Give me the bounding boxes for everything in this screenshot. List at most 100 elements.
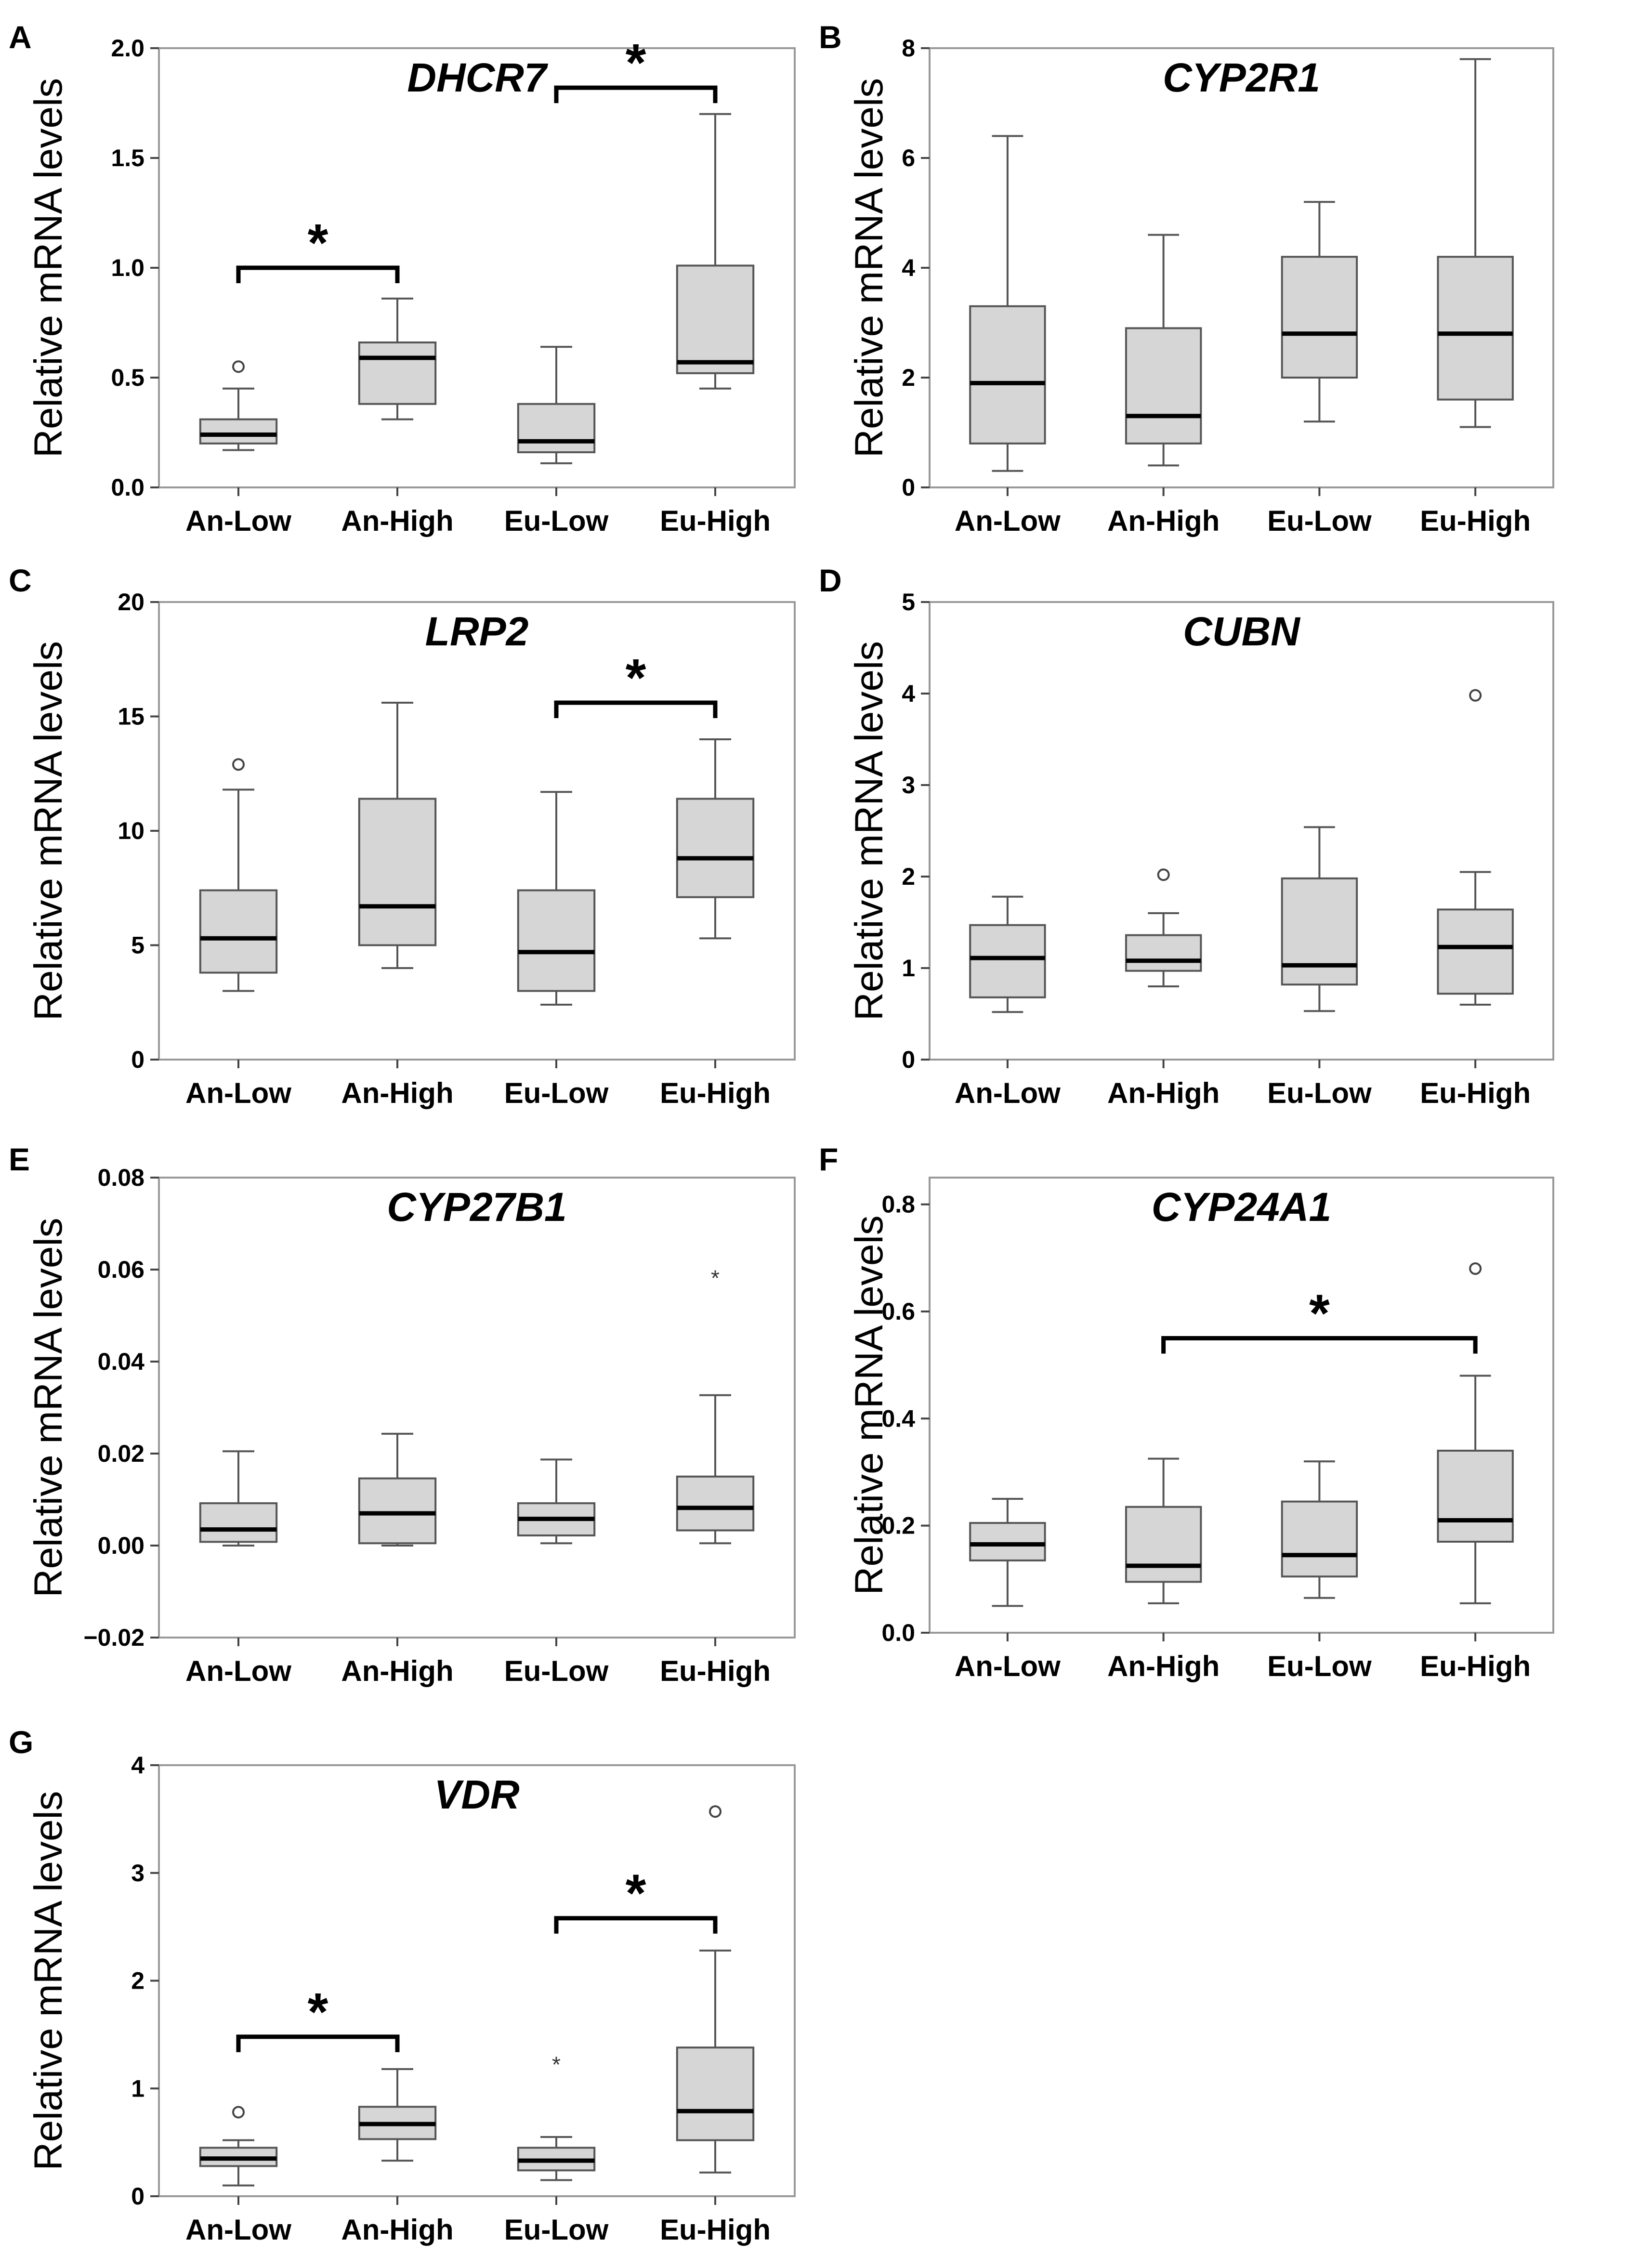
x-tick-label: Eu-High [660,2214,771,2246]
iqr-box [676,2046,755,2141]
y-axis-label: Relative mRNA levels [847,641,891,1021]
significance-star: * [626,33,646,92]
panel-letter: A [9,19,32,55]
plot-frame [929,1177,1554,1634]
x-tick-label: Eu-Low [504,2214,609,2246]
outlier-point [1469,689,1482,702]
y-axis-label: Relative mRNA levels [26,78,70,458]
iqr-box [676,1475,755,1532]
iqr-box [1281,256,1358,379]
outlier-point [1469,1262,1482,1275]
significance-star: * [626,648,646,708]
box-an-low [969,1498,1046,1607]
box-eu-low [517,1458,596,1545]
x-tick-label: Eu-Low [504,1655,609,1687]
box-eu-low: * [517,2052,596,2181]
y-tick-label: 0.02 [98,1440,144,1467]
x-tick-label: An-High [1107,1077,1220,1109]
iqr-box [517,403,596,454]
y-axis-label: Relative mRNA levels [26,1791,70,2170]
box-an-low [969,135,1046,472]
y-tick-label: −0.02 [83,1624,144,1651]
iqr-box [358,341,437,405]
y-axis-label: Relative mRNA levels [26,641,70,1021]
panel-letter: B [819,19,842,55]
outlier-point [232,360,245,373]
outlier-point [1157,868,1170,881]
extreme-point: * [552,2052,561,2077]
chart-title: CYP27B1 [387,1184,567,1230]
iqr-box [199,418,278,445]
y-tick-label: 5 [902,589,915,616]
y-tick-label: 0.04 [98,1348,145,1375]
box-an-high [358,702,437,969]
iqr-box [676,264,755,374]
box-eu-high [1437,58,1514,428]
iqr-box [969,924,1046,998]
significance-bracket: * [236,213,400,283]
y-axis-label: Relative mRNA levels [847,1215,891,1595]
x-tick-label: An-Low [185,1655,291,1687]
y-tick-label: 3 [131,1860,144,1887]
x-tick-label: An-High [341,1077,453,1109]
y-tick-label: 4 [131,1752,144,1779]
x-tick-label: Eu-Low [504,505,609,537]
y-tick-label: 0 [131,2183,144,2210]
y-tick-label: 10 [118,817,144,844]
y-tick-label: 5 [131,932,144,959]
box-an-high [1125,868,1202,987]
iqr-box [1437,908,1514,995]
iqr-box [358,1477,437,1545]
y-tick-label: 2 [902,364,915,391]
x-tick-label: An-High [341,1655,453,1687]
outlier-point [232,758,245,771]
box-eu-high [1437,689,1514,1006]
box-eu-high [676,738,755,940]
y-tick-label: 0.4 [881,1405,915,1432]
box-an-low [199,1450,278,1547]
x-tick-label: Eu-Low [1267,505,1372,537]
x-tick-label: An-Low [955,1077,1061,1109]
panel-b: B CYP2R1 Relative mRNA levels 0 2 4 6 8 An-Low An… [819,19,1554,537]
y-tick-label: 0.6 [881,1298,915,1325]
outlier-point [232,2106,245,2119]
y-tick-label: 6 [902,144,915,171]
iqr-box [1125,327,1202,445]
iqr-box [1281,1500,1358,1578]
x-tick-label: An-High [341,505,453,537]
significance-bracket: * [1161,1284,1478,1354]
y-tick-label: 2 [902,863,915,890]
panel-letter: F [819,1141,838,1177]
chart-title: CYP24A1 [1152,1184,1332,1230]
box-an-high [358,297,437,420]
panel-a: A DHCR7 Relative mRNA levels 0.0 0.5 1.0 1.5 2.… [9,19,796,537]
box-eu-high [676,1805,755,2174]
y-tick-label: 0.00 [98,1532,144,1559]
box-eu-high [676,113,755,390]
y-tick-label: 0.5 [111,364,144,391]
y-tick-label: 3 [902,772,915,799]
iqr-box [1281,877,1358,986]
x-tick-label: Eu-Low [504,1077,609,1109]
significance-bracket: * [554,1864,718,1934]
y-tick-label: 1 [131,2075,144,2102]
y-tick-label: 0.2 [881,1512,915,1539]
iqr-box [199,889,278,974]
y-tick-label: 0.8 [881,1191,915,1218]
x-tick-label: Eu-High [1420,1077,1531,1109]
iqr-box [969,305,1046,445]
y-tick-label: 0.0 [111,474,144,501]
x-tick-label: An-High [341,2214,453,2246]
iqr-box [1437,1450,1514,1543]
iqr-box [1437,256,1514,401]
x-tick-label: An-Low [185,2214,291,2246]
panel-letter: E [9,1141,30,1177]
chart-title: CUBN [1183,609,1301,654]
x-tick-label: Eu-Low [1267,1650,1372,1682]
outlier-point [709,1805,722,1818]
box-eu-low [1281,201,1358,423]
y-tick-label: 15 [118,703,144,730]
box-an-high [1125,234,1202,467]
y-tick-label: 4 [902,680,915,707]
